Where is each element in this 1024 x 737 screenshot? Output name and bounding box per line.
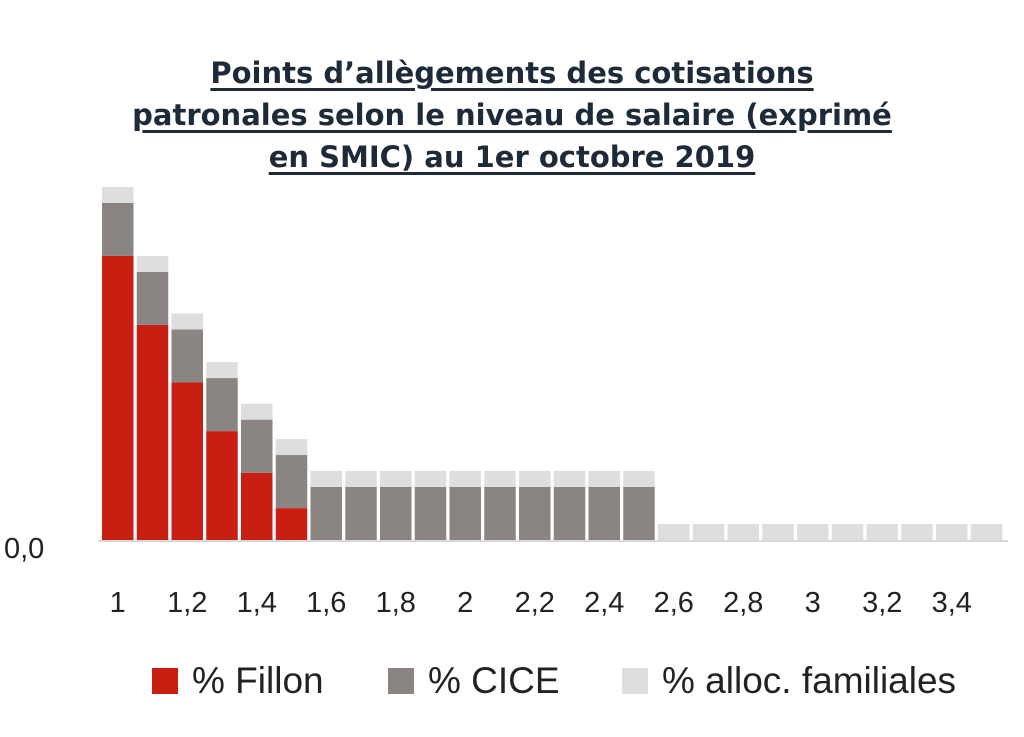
bar-cice <box>136 271 169 325</box>
x-tick-label: 2,6 <box>654 587 694 619</box>
x-tick-label: 2 <box>457 587 473 619</box>
bar-cice <box>102 202 134 256</box>
x-tick-label: 1,6 <box>306 587 346 619</box>
bar-alloc <box>414 470 447 487</box>
bar-alloc <box>449 470 481 487</box>
bar-alloc <box>102 186 134 203</box>
bar-alloc <box>831 524 864 540</box>
bar-alloc <box>345 470 377 487</box>
bar-alloc <box>519 470 551 487</box>
bar-fillon <box>241 472 273 540</box>
legend-item: % alloc. familiales <box>622 660 956 702</box>
title-line: patronales selon le niveau de salaire (e… <box>132 98 892 132</box>
legend-swatch <box>388 668 414 694</box>
legend-label: % CICE <box>428 660 560 701</box>
bar-alloc <box>310 470 342 487</box>
bar-alloc <box>206 362 238 379</box>
bar-fillon <box>206 431 238 540</box>
bar-cice <box>449 486 481 540</box>
legend-swatch <box>152 668 178 694</box>
x-tick-label: 3 <box>805 587 821 619</box>
bar-alloc <box>171 313 203 330</box>
bar-cice <box>484 486 516 540</box>
bar-cice <box>275 455 308 509</box>
x-tick-label: 1,4 <box>237 587 277 619</box>
bar-cice <box>310 486 342 540</box>
bar-alloc <box>658 524 690 540</box>
bar-alloc <box>623 470 655 487</box>
bar-fillon <box>275 508 308 540</box>
bar-cice <box>588 486 620 540</box>
bar-alloc <box>692 524 725 540</box>
legend-item: % Fillon <box>152 660 324 702</box>
legend-swatch <box>622 668 648 694</box>
bar-alloc <box>901 524 933 540</box>
bar-alloc <box>797 524 829 540</box>
bar-alloc <box>553 470 586 487</box>
x-tick-label: 1 <box>110 587 126 619</box>
bar-fillon <box>171 382 203 540</box>
title-line: Points d’allègements des cotisations <box>210 56 814 90</box>
bar-cice <box>345 486 377 540</box>
x-tick-label: 1,2 <box>167 587 207 619</box>
bar-cice <box>519 486 551 540</box>
bar-cice <box>623 486 655 540</box>
legend-item: % CICE <box>388 660 560 702</box>
bar-cice <box>414 486 447 540</box>
x-tick-label: 3,4 <box>932 587 972 619</box>
x-tick-label: 1,8 <box>376 587 416 619</box>
bar-fillon <box>102 255 134 541</box>
bar-alloc <box>241 403 273 420</box>
title-line: en SMIC) au 1er octobre 2019 <box>268 140 756 174</box>
y-tick-label: 0,0 <box>4 533 44 565</box>
bar-alloc <box>936 524 968 540</box>
bar-alloc <box>588 470 620 487</box>
bar-cice <box>380 486 412 540</box>
chart-title: Points d’allègements des cotisations pat… <box>0 52 1024 178</box>
bar-alloc <box>762 524 794 540</box>
bar-alloc <box>866 524 898 540</box>
x-tick-label: 3,2 <box>862 587 902 619</box>
bar-alloc <box>484 470 516 487</box>
bar-alloc <box>275 439 308 456</box>
bar-alloc <box>727 524 759 540</box>
bar-cice <box>241 419 273 473</box>
x-tick-label: 2,2 <box>515 587 555 619</box>
bar-fillon <box>136 324 169 540</box>
bar-cice <box>206 378 238 432</box>
bar-alloc <box>970 524 1003 540</box>
x-tick-label: 2,8 <box>723 587 763 619</box>
x-tick-label: 2,4 <box>584 587 624 619</box>
bar-cice <box>171 329 203 383</box>
bar-cice <box>553 486 586 540</box>
bar-alloc <box>136 255 169 272</box>
legend-label: % Fillon <box>192 660 324 701</box>
bar-alloc <box>380 470 412 487</box>
legend-label: % alloc. familiales <box>662 660 957 701</box>
